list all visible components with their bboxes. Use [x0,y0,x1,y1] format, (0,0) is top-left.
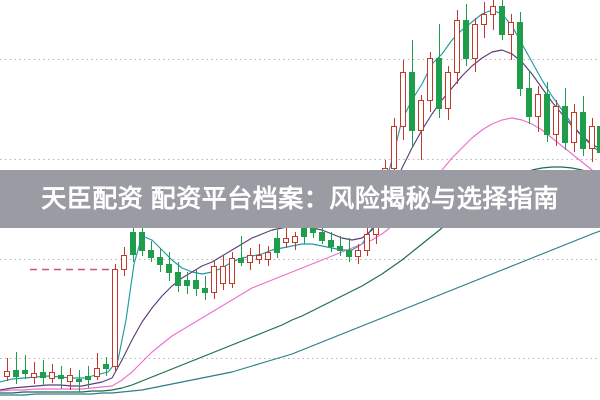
candle [13,352,19,384]
candle [211,260,217,299]
candle [130,225,136,262]
candle [166,252,172,281]
ma-line-ma-long [0,117,600,392]
candle [562,88,568,150]
candle [292,232,298,250]
candle [265,246,271,266]
candle [67,368,73,390]
candle [175,262,181,292]
candle [220,256,226,290]
candle [274,230,280,258]
candle [247,248,253,270]
candle [409,40,415,148]
title-banner: 天臣配资 配资平台档案：风险揭秘与选择指南 [0,170,600,228]
candle [553,100,559,146]
candle [103,357,109,376]
candle [148,241,154,262]
candle [328,232,334,252]
candle [337,236,343,256]
candle [112,264,118,372]
candle [445,66,451,120]
candle [256,244,262,264]
candle [157,248,163,272]
candle [418,95,424,160]
candle [508,14,514,60]
candle [463,4,469,66]
candle [229,252,235,288]
candle [526,70,532,124]
candle [544,82,550,142]
candle [454,10,460,84]
candle [202,276,208,300]
candle [490,0,496,30]
candle [427,52,433,112]
candle [580,96,586,156]
candle [355,244,361,264]
grid-lines [0,59,600,359]
candle [85,366,91,388]
candle [40,360,46,386]
candle [400,60,406,140]
candle [283,226,289,248]
candle [184,272,190,294]
candle [535,86,541,132]
candle [76,370,82,392]
candle [346,238,352,262]
candle [499,0,505,40]
candle [31,362,37,384]
candle [481,2,487,38]
candle [49,364,55,383]
candle [58,366,64,389]
candle [391,118,397,180]
candle [238,236,244,266]
candle [22,355,28,379]
ma-line-ma-extra [0,230,600,396]
candle [472,18,478,72]
page-title: 天臣配资 配资平台档案：风险揭秘与选择指南 [41,184,559,213]
candle [436,24,442,118]
candle [589,118,595,162]
candle [94,353,100,380]
candle [193,270,199,296]
candle [121,247,127,276]
candle [364,228,370,256]
candle [4,358,10,381]
candle [517,12,523,96]
candle [571,104,577,152]
candle [597,126,600,153]
